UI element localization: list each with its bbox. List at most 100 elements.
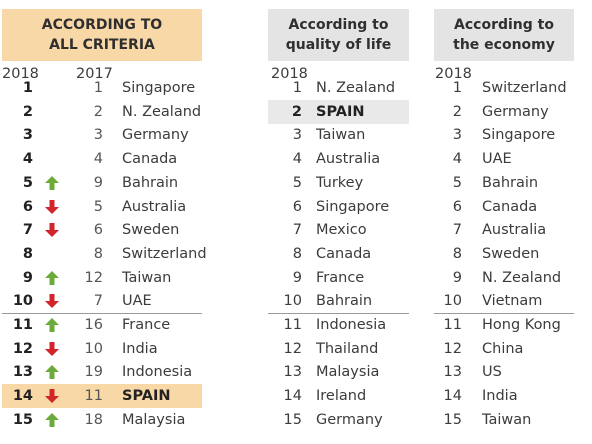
rank-2018: 8 bbox=[292, 245, 302, 262]
table-row: 10 Vietnam bbox=[434, 289, 592, 313]
rank-2018: 3 bbox=[292, 127, 302, 144]
header-all-criteria-line1: ACCORDING TO bbox=[41, 17, 163, 33]
rank-2018: 12 bbox=[443, 340, 462, 357]
country-name: UAE bbox=[482, 151, 512, 168]
header-all-criteria-line2: ALL CRITERIA bbox=[49, 37, 155, 53]
rank-2018: 1 bbox=[452, 80, 462, 96]
arrow-down-icon bbox=[45, 223, 59, 238]
rank-2018: 5 bbox=[22, 174, 33, 191]
country-name: Hong Kong bbox=[482, 317, 561, 333]
table-row: 11 Indonesia bbox=[268, 313, 418, 337]
rank-2018: 7 bbox=[292, 222, 302, 239]
country-name: Malaysia bbox=[316, 364, 380, 381]
country-name: France bbox=[122, 317, 171, 333]
country-name: Australia bbox=[122, 198, 187, 215]
rank-2018: 6 bbox=[292, 198, 302, 215]
table-row: 2 SPAIN bbox=[268, 100, 418, 124]
rank-2018: 15 bbox=[12, 411, 33, 428]
table-row: 12 China bbox=[434, 337, 592, 361]
rank-2018: 11 bbox=[443, 317, 462, 333]
table-row: 15 Taiwan bbox=[434, 408, 592, 432]
table-row: 13 19 Indonesia bbox=[0, 360, 220, 384]
table-row: 4 UAE bbox=[434, 147, 592, 171]
divider-all-criteria bbox=[2, 313, 202, 314]
rank-2017: 8 bbox=[93, 245, 103, 262]
rank-2017: 12 bbox=[84, 269, 103, 286]
rank-2018: 7 bbox=[452, 222, 462, 239]
country-name: Germany bbox=[482, 103, 549, 120]
table-row: 13 Malaysia bbox=[268, 360, 418, 384]
country-name: Taiwan bbox=[316, 127, 366, 144]
table-row: 6 5 Australia bbox=[0, 195, 220, 219]
country-name: Indonesia bbox=[122, 364, 193, 381]
table-row: 7 Australia bbox=[434, 218, 592, 242]
table-row: 13 US bbox=[434, 360, 592, 384]
rank-2018: 3 bbox=[22, 127, 33, 144]
table-row: 1 Switzerland bbox=[434, 76, 592, 100]
rank-2018: 12 bbox=[283, 340, 302, 357]
rank-2018: 12 bbox=[12, 340, 33, 357]
divider-economy bbox=[434, 313, 574, 314]
country-name: US bbox=[482, 364, 502, 381]
rank-2018: 13 bbox=[283, 364, 302, 381]
rank-2018: 9 bbox=[292, 269, 302, 286]
rank-2018: 2 bbox=[22, 103, 33, 120]
rank-2018: 10 bbox=[443, 293, 462, 310]
table-row: 9 12 Taiwan bbox=[0, 266, 220, 290]
rank-2018: 2 bbox=[452, 103, 462, 120]
rank-2017: 5 bbox=[93, 198, 103, 215]
rank-2018: 6 bbox=[452, 198, 462, 215]
table-row: 14 Ireland bbox=[268, 384, 418, 408]
country-name: Taiwan bbox=[122, 269, 172, 286]
table-row: 15 Germany bbox=[268, 408, 418, 432]
year-2018-economy: 2018 bbox=[435, 66, 472, 82]
table-row: 10 7 UAE bbox=[0, 289, 220, 313]
rank-2018: 10 bbox=[283, 293, 302, 310]
rank-2018: 8 bbox=[22, 245, 33, 262]
country-name: Mexico bbox=[316, 222, 367, 239]
country-name: Switzerland bbox=[122, 245, 207, 262]
rank-2017: 9 bbox=[93, 174, 103, 191]
rank-2017: 3 bbox=[93, 127, 103, 144]
header-all-criteria: ACCORDING TO ALL CRITERIA bbox=[2, 9, 202, 61]
country-name: Indonesia bbox=[316, 317, 387, 333]
country-name: Canada bbox=[482, 198, 538, 215]
rank-2018: 9 bbox=[22, 269, 33, 286]
table-row: 4 4 Canada bbox=[0, 147, 220, 171]
rank-2017: 11 bbox=[84, 388, 103, 405]
table-row: 5 9 Bahrain bbox=[0, 171, 220, 195]
rank-2017: 19 bbox=[84, 364, 103, 381]
country-name: Singapore bbox=[482, 127, 556, 144]
rank-2018: 1 bbox=[292, 80, 302, 96]
arrow-down-icon bbox=[45, 199, 59, 214]
rank-2017: 1 bbox=[93, 80, 103, 96]
table-row: 2 Germany bbox=[434, 100, 592, 124]
rank-2018: 11 bbox=[283, 317, 302, 333]
country-name: Bahrain bbox=[122, 174, 179, 191]
rank-2018: 14 bbox=[12, 388, 33, 405]
arrow-down-icon bbox=[45, 389, 59, 404]
year-2017-overall: 2017 bbox=[76, 66, 113, 82]
rank-2017: 2 bbox=[93, 103, 103, 120]
table-row: 12 10 India bbox=[0, 337, 220, 361]
country-name: UAE bbox=[122, 293, 152, 310]
arrow-down-icon bbox=[45, 341, 59, 356]
country-name: Ireland bbox=[316, 388, 367, 405]
header-quality-of-life: According to quality of life bbox=[268, 9, 409, 61]
header-economy: According to the economy bbox=[434, 9, 574, 61]
country-name: India bbox=[482, 388, 518, 405]
arrow-up-icon bbox=[45, 365, 59, 380]
table-row: 8 Canada bbox=[268, 242, 418, 266]
rank-2018: 10 bbox=[12, 293, 33, 310]
table-row: 5 Bahrain bbox=[434, 171, 592, 195]
country-name: Australia bbox=[316, 151, 381, 168]
table-row: 15 18 Malaysia bbox=[0, 408, 220, 432]
table-row: 6 Canada bbox=[434, 195, 592, 219]
table-row: 3 Singapore bbox=[434, 123, 592, 147]
table-row: 10 Bahrain bbox=[268, 289, 418, 313]
table-row: 3 Taiwan bbox=[268, 123, 418, 147]
rank-2017: 10 bbox=[84, 340, 103, 357]
table-row: 12 Thailand bbox=[268, 337, 418, 361]
country-name: Sweden bbox=[122, 222, 180, 239]
rank-2018: 4 bbox=[292, 151, 302, 168]
